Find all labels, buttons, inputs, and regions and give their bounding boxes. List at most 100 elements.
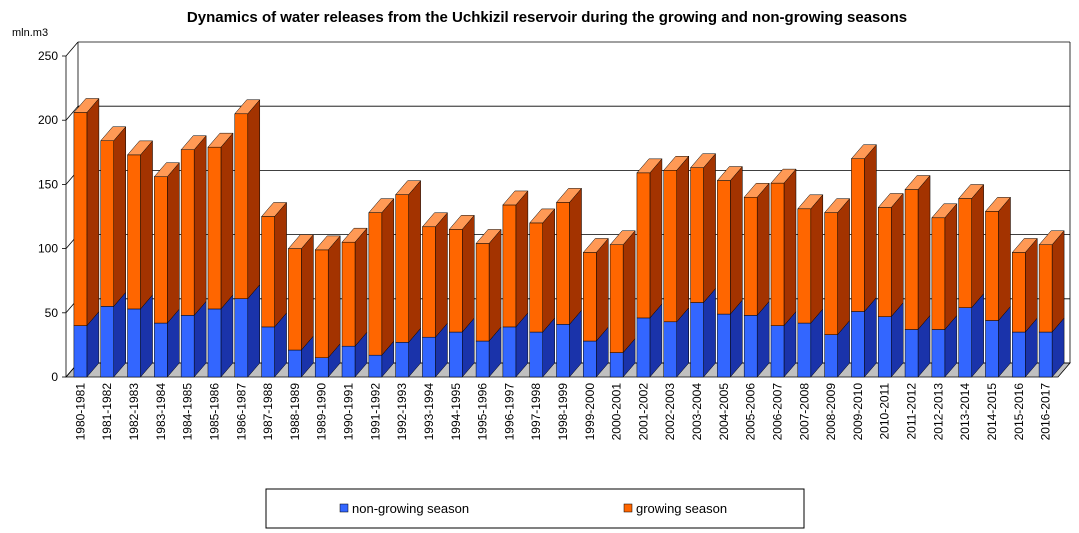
bar-side-face [622,230,636,354]
x-tick-label: 2009-2010 [851,383,865,441]
bar-front-face [636,317,651,378]
bar-non-growing [556,309,582,378]
x-tick-label: 2007-2008 [797,383,811,441]
bar-front-face [797,322,812,378]
bar-non-growing [73,310,100,378]
bar-growing [850,144,877,313]
bar-side-face [569,187,582,326]
y-tick-label: 0 [51,370,58,384]
x-tick-label: 1982-1983 [127,383,141,441]
bar-non-growing [341,331,368,378]
x-tick-label: 2015-2016 [1012,383,1026,441]
bar-front-face [904,189,919,330]
bar-front-face [609,244,624,353]
bar-front-face [1038,244,1053,333]
bar-growing [931,203,958,331]
bar-front-face [904,329,919,378]
bar-top-face [73,98,100,113]
bar-non-growing [1038,317,1065,378]
bar-front-face [663,321,677,378]
bar-front-face [422,226,436,338]
bar-front-face [341,241,356,347]
bar-front-face [824,212,838,335]
bar-front-face [690,167,704,303]
bar-non-growing [824,319,850,378]
bar-front-face [717,180,731,315]
bar-front-face [502,204,517,328]
bar-side-face [676,155,689,323]
bar-non-growing [234,284,261,378]
bar-top-face [690,153,717,168]
x-tick-label: 1984-1985 [181,383,195,441]
x-tick-label: 2016-2017 [1039,383,1053,441]
bar-top-face [234,99,261,115]
x-tick-label: 1991-1992 [368,383,382,441]
bar-non-growing [717,299,743,378]
bar-side-face [944,203,958,331]
bar-top-face [475,229,502,244]
bar-side-face [515,190,529,328]
bar-front-face [931,217,946,330]
bar-side-face [810,194,824,324]
bar-front-face [314,357,329,378]
bar-front-face [1038,331,1053,378]
y-axis-unit-label: mln.m3 [12,27,48,39]
bar-growing [341,227,368,347]
bar-side-face [408,179,421,344]
x-axis-ticks: 1980-1981 1981-1982 1982-1983 1983-1984 1984… [73,383,1052,441]
bar-growing [743,182,770,317]
bar-top-face [448,215,475,230]
x-tick-label: 1996-1997 [502,383,516,441]
bar-top-face [582,238,609,253]
bar-front-face [368,354,383,378]
bar-growing [368,197,395,356]
bar-side-face [1025,237,1038,333]
x-tick-label: 1993-1994 [422,383,436,441]
bar-top-face [1011,238,1038,253]
x-tick-label: 1987-1988 [261,383,275,441]
bar-front-face [314,249,329,358]
bar-side-face [113,126,126,308]
legend-label-non-growing: non-growing season [352,501,469,516]
bar-front-face [851,311,865,378]
bar-side-face [327,235,341,359]
bar-front-face [100,140,114,307]
x-tick-label: 2002-2003 [663,383,677,441]
bar-side-face [917,174,931,331]
bar-growing [448,214,475,333]
bar-non-growing [395,327,421,378]
bar-side-face [220,294,234,378]
legend: non-growing season growing season [265,488,805,529]
x-tick-label: 2005-2006 [744,383,758,441]
bar-growing [1038,230,1065,333]
bar-front-face [529,331,543,378]
bar-front-face [449,331,463,378]
bar-non-growing [449,317,475,378]
bar-top-face [395,180,422,195]
bar-front-face [743,315,758,378]
bar-front-face [395,342,409,378]
x-tick-label: 2014-2015 [985,383,999,441]
legend-label-growing: growing season [636,501,727,516]
bar-side-face [113,291,126,378]
bar-growing [770,168,797,327]
bar-growing [207,132,234,310]
bar-top-face [368,198,395,213]
x-tick-label: 1980-1981 [73,383,87,441]
bar-front-face [341,345,356,378]
bar-side-face [783,168,797,327]
x-tick-label: 2006-2007 [770,383,784,441]
y-tick-label: 100 [38,242,58,256]
bar-front-face [449,229,463,333]
bar-front-face [154,176,168,324]
bar-front-face [931,329,946,378]
bar-front-face [583,340,597,378]
bar-growing [475,228,502,342]
bar-non-growing [851,296,877,378]
bar-front-face [422,336,436,378]
bar-side-face [301,233,314,351]
bar-top-face [663,156,690,171]
bar-front-face [234,113,249,299]
bar-top-face [1038,230,1065,245]
x-tick-label: 1998-1999 [556,383,570,441]
